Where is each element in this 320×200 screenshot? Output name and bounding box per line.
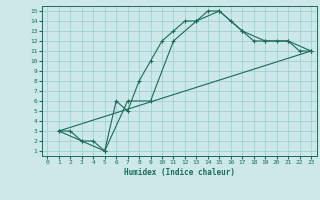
X-axis label: Humidex (Indice chaleur): Humidex (Indice chaleur) [124, 168, 235, 177]
